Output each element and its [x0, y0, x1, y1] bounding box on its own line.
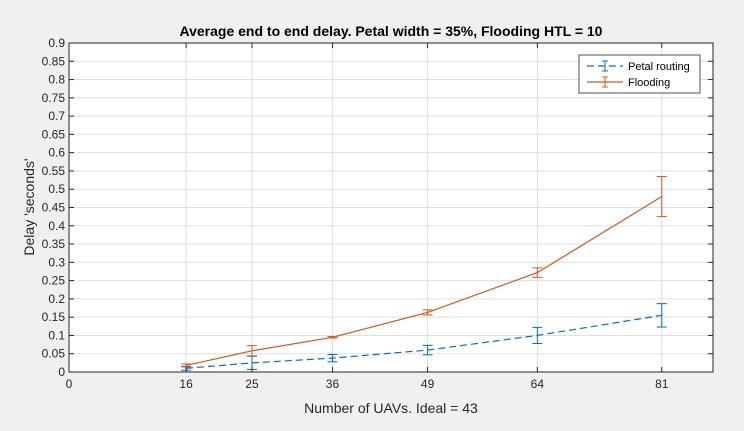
series-lines	[185, 195, 663, 369]
x-tick-label: 81	[655, 377, 669, 391]
x-axis-label: Number of UAVs. Ideal = 43	[304, 400, 478, 416]
y-tick-label: 0.05	[42, 347, 66, 361]
legend: Petal routing Flooding	[578, 54, 701, 94]
y-tick-label: 0	[58, 365, 65, 379]
y-tick-label: 0.15	[42, 310, 66, 324]
y-tick-label: 0.35	[42, 237, 66, 251]
y-tick-label: 0.85	[42, 54, 66, 68]
x-tick-label: 49	[421, 377, 435, 391]
legend-entry: Flooding	[587, 76, 670, 89]
y-tick-label: 0.45	[42, 201, 66, 215]
y-tick-label: 0.8	[48, 73, 65, 87]
y-tick-label: 0.9	[48, 36, 65, 50]
x-tick-label: 16	[179, 377, 193, 391]
x-tick-label: 36	[326, 377, 340, 391]
y-tick-label: 0.25	[42, 274, 66, 288]
chart-title: Average end to end delay. Petal width = …	[180, 23, 603, 39]
y-tick-label: 0.65	[42, 127, 66, 141]
y-tick-label: 0.2	[48, 292, 65, 306]
y-tick-label: 0.5	[48, 182, 65, 196]
y-tick-label: 0.3	[48, 255, 65, 269]
axis-ticks: 0 0.05 0.1 0.15 0.2 0.25 0.3 0.35 0.4 0.45 0.5 0.55…	[42, 36, 713, 391]
y-tick-label: 0.7	[48, 109, 65, 123]
x-tick-label: 0	[66, 377, 73, 391]
legend-label: Petal routing	[628, 61, 690, 73]
x-tick-label: 25	[245, 377, 259, 391]
x-tick-label: 64	[531, 377, 545, 391]
error-bar	[181, 363, 192, 368]
y-tick-label: 0.55	[42, 164, 66, 178]
y-tick-label: 0.1	[48, 328, 65, 342]
y-tick-label: 0.4	[48, 219, 65, 233]
y-axis-label: Delay 'seconds'	[21, 158, 37, 255]
legend-entry: Petal routing	[587, 60, 690, 73]
legend-label: Flooding	[628, 77, 670, 89]
y-tick-label: 0.75	[42, 91, 66, 105]
series-line-1	[186, 314, 662, 369]
series-line-2	[185, 195, 663, 366]
legend-box	[578, 54, 701, 94]
y-tick-label: 0.6	[48, 146, 65, 160]
